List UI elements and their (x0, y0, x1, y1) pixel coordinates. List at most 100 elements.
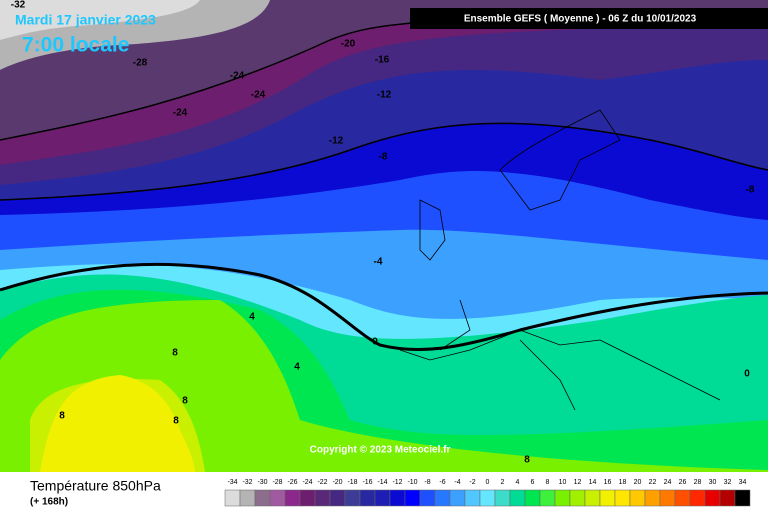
legend-label: 2 (501, 479, 505, 486)
lead-time: (+ 168h) (30, 497, 68, 508)
run-label: Ensemble GEFS ( Moyenne ) - 06 Z du 10/0… (464, 14, 697, 25)
legend-swatch (524, 489, 541, 507)
legend-label: -26 (287, 479, 297, 486)
contour-label: 0 (372, 337, 378, 348)
legend-label: 16 (604, 479, 612, 486)
legend-swatch (674, 489, 691, 507)
legend-swatch (554, 489, 571, 507)
legend-swatch (659, 489, 676, 507)
legend-swatch (374, 489, 391, 507)
legend-swatch (404, 489, 421, 507)
contour-label: 4 (294, 362, 300, 373)
legend-label: -20 (332, 479, 342, 486)
contour-labels: -32 -28 -24 -24 -24 -20 -16 -12 -12 -8 -… (11, 0, 755, 466)
legend-label: -30 (257, 479, 267, 486)
legend-label: -22 (317, 479, 327, 486)
legend-label: -24 (302, 479, 312, 486)
legend-swatch (389, 489, 406, 507)
legend-swatch (314, 489, 331, 507)
legend-swatch (599, 489, 616, 507)
legend-label: 12 (574, 479, 582, 486)
legend-swatch (254, 489, 271, 507)
contour-label: 8 (59, 411, 65, 422)
contour-label: 8 (524, 455, 530, 466)
legend-swatch (329, 489, 346, 507)
contour-label: -12 (377, 90, 392, 101)
legend-label: -10 (407, 479, 417, 486)
contour-label: -20 (341, 39, 356, 50)
contour-label: 8 (182, 396, 188, 407)
legend-label: 32 (724, 479, 732, 486)
legend-label: -16 (362, 479, 372, 486)
copyright: Copyright © 2023 Meteociel.fr (310, 445, 451, 456)
contour-label: 8 (173, 416, 179, 427)
coastlines (399, 109, 721, 411)
contour-label: -24 (173, 108, 188, 119)
contour-label: -24 (251, 90, 266, 101)
legend-label: 28 (694, 479, 702, 486)
legend-swatch (479, 489, 496, 507)
contour-label: 0 (744, 369, 750, 380)
legend: -34 -32 -30 -28 -26 -24 -22 -20 -18 -16 -14 -12 -10-… (224, 479, 751, 507)
legend-swatch (269, 489, 286, 507)
legend-label: -6 (439, 479, 445, 486)
legend-label: -34 (227, 479, 237, 486)
contour-label: -24 (230, 71, 245, 82)
run-box (410, 8, 768, 29)
legend-swatch (704, 489, 721, 507)
temperature-field (0, 0, 768, 472)
legend-label: -14 (377, 479, 387, 486)
contour-label: -32 (11, 0, 26, 11)
legend-label: 10 (559, 479, 567, 486)
legend-label: -4 (454, 479, 460, 486)
legend-swatch (344, 489, 361, 507)
legend-swatch (614, 489, 631, 507)
contour-label: -8 (379, 152, 388, 163)
legend-swatch (689, 489, 706, 507)
legend-swatch (449, 489, 466, 507)
legend-label: 30 (709, 479, 717, 486)
legend-swatch (299, 489, 316, 507)
field-title: Température 850hPa (30, 478, 161, 494)
legend-swatch (224, 489, 241, 507)
legend-label: 18 (619, 479, 627, 486)
legend-swatch (434, 489, 451, 507)
legend-label: 20 (634, 479, 642, 486)
contour-label: -16 (375, 55, 390, 66)
legend-swatch (284, 489, 301, 507)
contour-label: -4 (374, 257, 383, 268)
legend-label: 22 (649, 479, 657, 486)
legend-label: 14 (589, 479, 597, 486)
legend-label: -8 (424, 479, 430, 486)
legend-swatch (419, 489, 436, 507)
contour-label: -12 (329, 136, 344, 147)
legend-swatch (539, 489, 556, 507)
legend-label: 0 (486, 479, 490, 486)
legend-swatch (644, 489, 661, 507)
legend-label: -12 (392, 479, 402, 486)
legend-label: 26 (679, 479, 687, 486)
legend-swatch (509, 489, 526, 507)
contour-label: 4 (249, 312, 255, 323)
contour-label: -8 (746, 185, 755, 196)
legend-swatch (584, 489, 601, 507)
legend-label: -28 (272, 479, 282, 486)
legend-label: 24 (664, 479, 672, 486)
date-label: Mardi 17 janvier 2023 (15, 12, 156, 28)
legend-label: 6 (531, 479, 535, 486)
legend-swatch (629, 489, 646, 507)
legend-swatch (464, 489, 481, 507)
legend-swatch (239, 489, 256, 507)
legend-swatch (569, 489, 586, 507)
contour-label: -28 (133, 58, 148, 69)
time-label: 7:00 locale (22, 34, 129, 57)
legend-swatch (734, 489, 751, 507)
legend-label: 4 (516, 479, 520, 486)
legend-swatch (359, 489, 376, 507)
legend-label: -2 (469, 479, 475, 486)
legend-label: -18 (347, 479, 357, 486)
contour-label: 8 (172, 348, 178, 359)
legend-swatch (719, 489, 736, 507)
legend-label: 8 (546, 479, 550, 486)
